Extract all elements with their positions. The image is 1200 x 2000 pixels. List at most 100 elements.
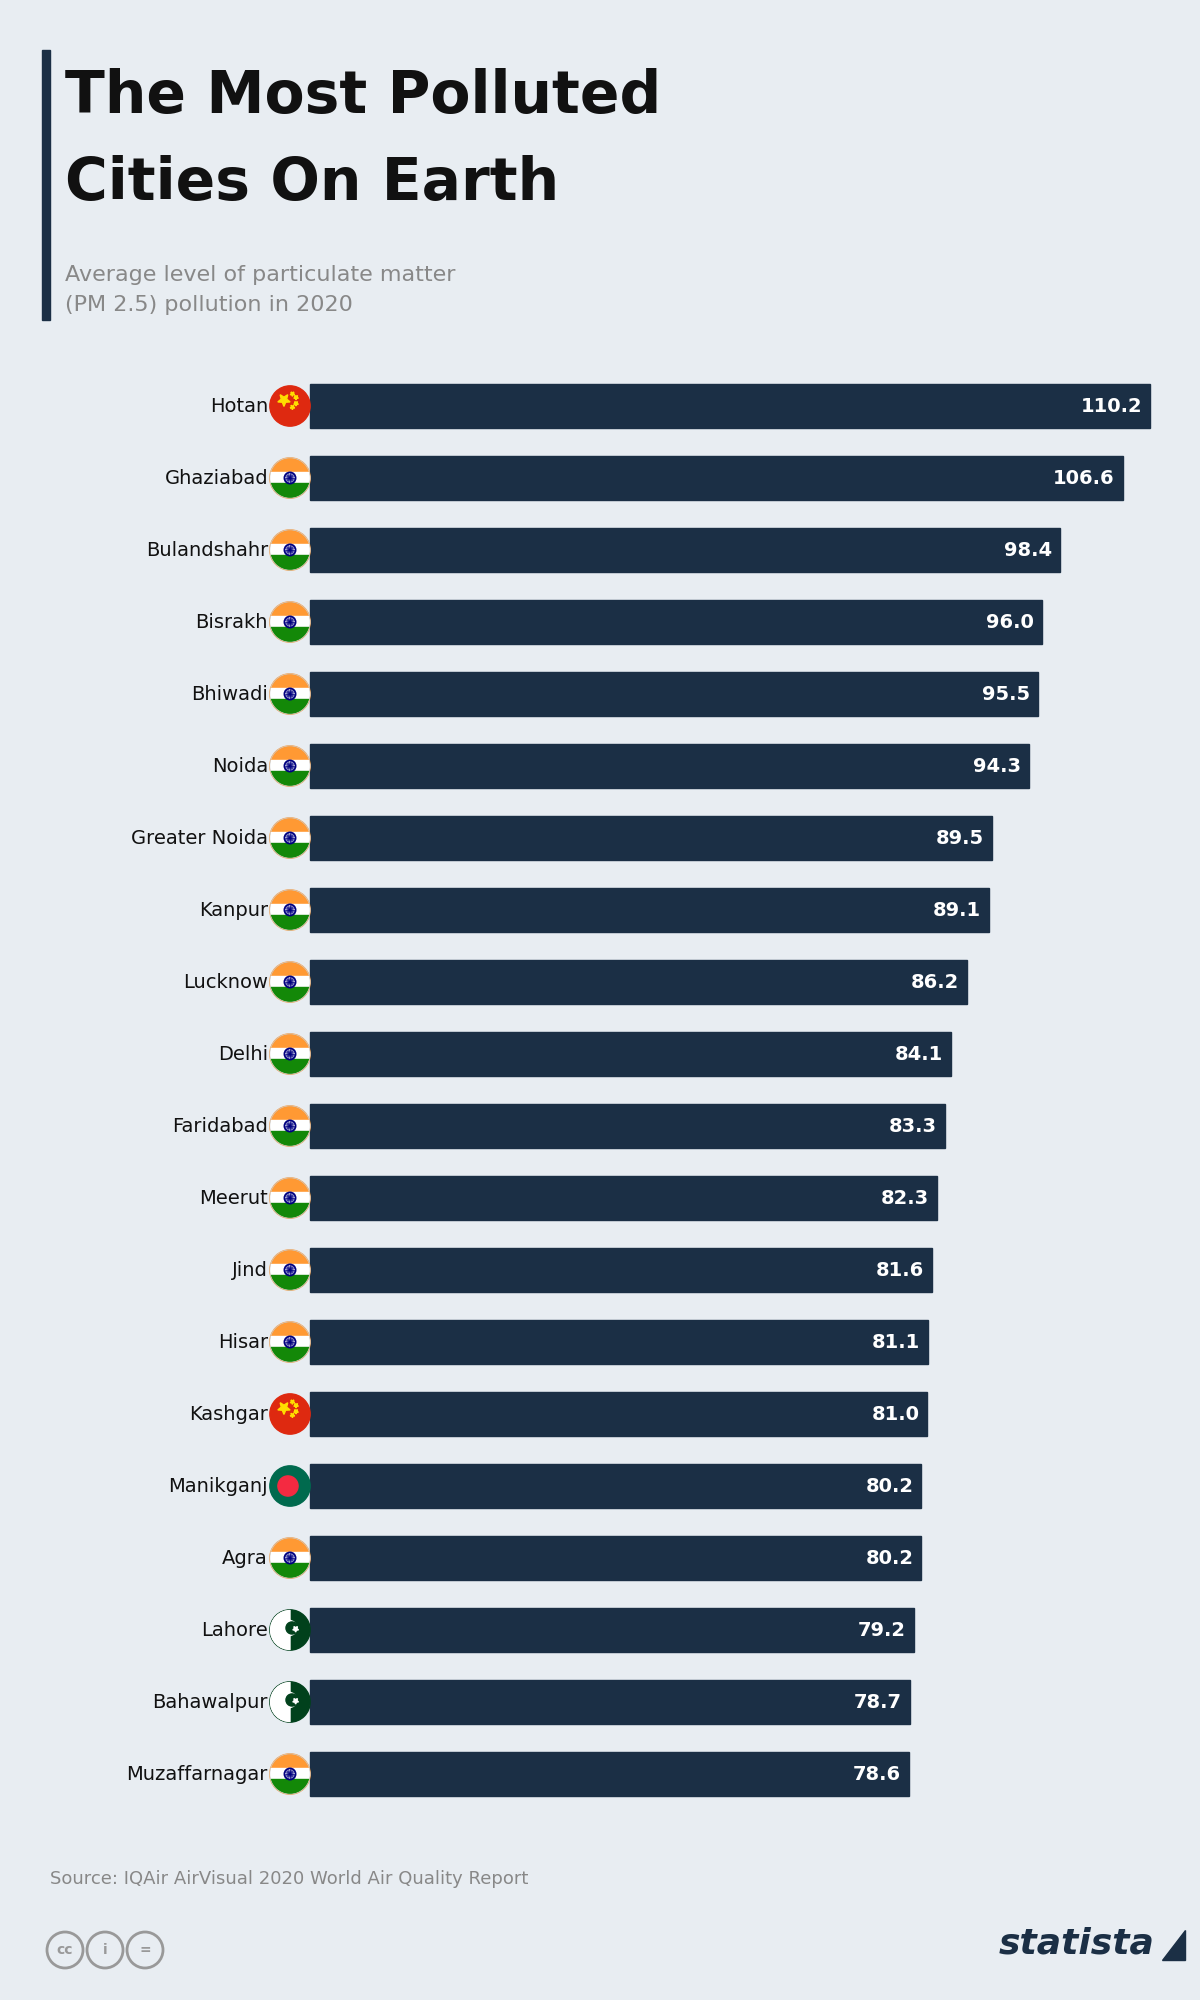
Text: 82.3: 82.3 [881, 1188, 929, 1208]
Polygon shape [290, 1400, 295, 1404]
Bar [310, 1248, 932, 1292]
Circle shape [286, 1694, 298, 1706]
Bar [310, 1752, 910, 1796]
Text: =: = [139, 1944, 151, 1956]
Text: 80.2: 80.2 [865, 1476, 913, 1496]
Text: Lucknow: Lucknow [182, 972, 268, 992]
Bar [270, 472, 310, 496]
Polygon shape [294, 1404, 299, 1408]
Text: Bahawalpur: Bahawalpur [152, 1692, 268, 1712]
Text: 89.5: 89.5 [936, 828, 984, 848]
Text: 81.0: 81.0 [871, 1404, 919, 1424]
Bar [270, 832, 310, 856]
Bar [310, 1392, 928, 1436]
Text: Lahore: Lahore [202, 1620, 268, 1640]
Bar [42, 50, 50, 320]
Text: Jind: Jind [232, 1260, 268, 1280]
Bar [270, 1336, 310, 1360]
Bar [310, 1608, 913, 1652]
Text: Bhiwadi: Bhiwadi [191, 684, 268, 704]
Text: 96.0: 96.0 [986, 612, 1033, 632]
Bar [270, 1120, 310, 1144]
Polygon shape [278, 1402, 290, 1414]
Circle shape [270, 1466, 310, 1506]
Wedge shape [270, 1682, 290, 1722]
Bar [310, 816, 992, 860]
Bar [270, 1192, 310, 1216]
Bar [310, 888, 989, 932]
Bar [270, 688, 310, 712]
Bar [310, 1320, 928, 1364]
Bar [270, 544, 310, 568]
Text: Agra: Agra [222, 1548, 268, 1568]
Polygon shape [1162, 1930, 1186, 1960]
Wedge shape [270, 602, 310, 642]
Bar [270, 1562, 310, 1582]
Polygon shape [294, 402, 299, 406]
Circle shape [281, 1692, 296, 1708]
Polygon shape [294, 1410, 299, 1414]
Wedge shape [270, 1250, 310, 1290]
Bar [310, 1176, 937, 1220]
Text: Noida: Noida [211, 756, 268, 776]
Wedge shape [270, 746, 310, 786]
Bar [310, 384, 1150, 428]
Text: Ghaziabad: Ghaziabad [164, 468, 268, 488]
Circle shape [270, 1682, 310, 1722]
Text: 83.3: 83.3 [889, 1116, 937, 1136]
Bar [270, 986, 310, 1006]
Bar [270, 626, 310, 646]
Polygon shape [293, 1626, 299, 1632]
Wedge shape [270, 1034, 310, 1074]
Wedge shape [270, 818, 310, 858]
Bar [270, 1264, 310, 1288]
Wedge shape [270, 1610, 290, 1650]
Text: 89.1: 89.1 [934, 900, 982, 920]
Bar [270, 1130, 310, 1150]
Bar [270, 1346, 310, 1366]
Text: Muzaffarnagar: Muzaffarnagar [127, 1764, 268, 1784]
Polygon shape [294, 396, 299, 400]
Bar [310, 1680, 910, 1724]
Bar [270, 554, 310, 574]
Text: 95.5: 95.5 [982, 684, 1030, 704]
Bar [310, 672, 1038, 716]
Bar [270, 1058, 310, 1078]
Wedge shape [270, 962, 310, 1002]
Bar [270, 1202, 310, 1222]
Text: The Most Polluted: The Most Polluted [65, 68, 661, 124]
Text: Bulandshahr: Bulandshahr [145, 540, 268, 560]
Bar [310, 456, 1122, 500]
Wedge shape [270, 1178, 310, 1218]
Bar [310, 1104, 944, 1148]
Wedge shape [270, 530, 310, 570]
Text: Greater Noida: Greater Noida [131, 828, 268, 848]
Bar [310, 1536, 922, 1580]
Text: 86.2: 86.2 [911, 972, 959, 992]
Text: cc: cc [56, 1944, 73, 1956]
Bar [270, 976, 310, 1000]
Text: Meerut: Meerut [199, 1188, 268, 1208]
Text: 81.1: 81.1 [872, 1332, 920, 1352]
Polygon shape [293, 1698, 299, 1704]
Text: 81.6: 81.6 [876, 1260, 924, 1280]
Bar [270, 914, 310, 934]
Text: Source: IQAir AirVisual 2020 World Air Quality Report: Source: IQAir AirVisual 2020 World Air Q… [50, 1870, 528, 1888]
Wedge shape [270, 890, 310, 930]
Bar [270, 1048, 310, 1072]
Circle shape [286, 1622, 298, 1634]
Bar [310, 960, 967, 1004]
Text: Average level of particulate matter: Average level of particulate matter [65, 264, 456, 284]
Wedge shape [270, 1538, 310, 1578]
Text: Hotan: Hotan [210, 396, 268, 416]
Text: 110.2: 110.2 [1080, 396, 1142, 416]
Wedge shape [270, 458, 310, 498]
Text: statista: statista [1000, 1926, 1154, 1960]
Circle shape [270, 1394, 310, 1434]
Bar [310, 1032, 952, 1076]
Bar [270, 698, 310, 718]
Wedge shape [270, 1322, 310, 1362]
Bar [310, 1464, 922, 1508]
Text: Cities On Earth: Cities On Earth [65, 156, 559, 212]
Bar [270, 904, 310, 928]
